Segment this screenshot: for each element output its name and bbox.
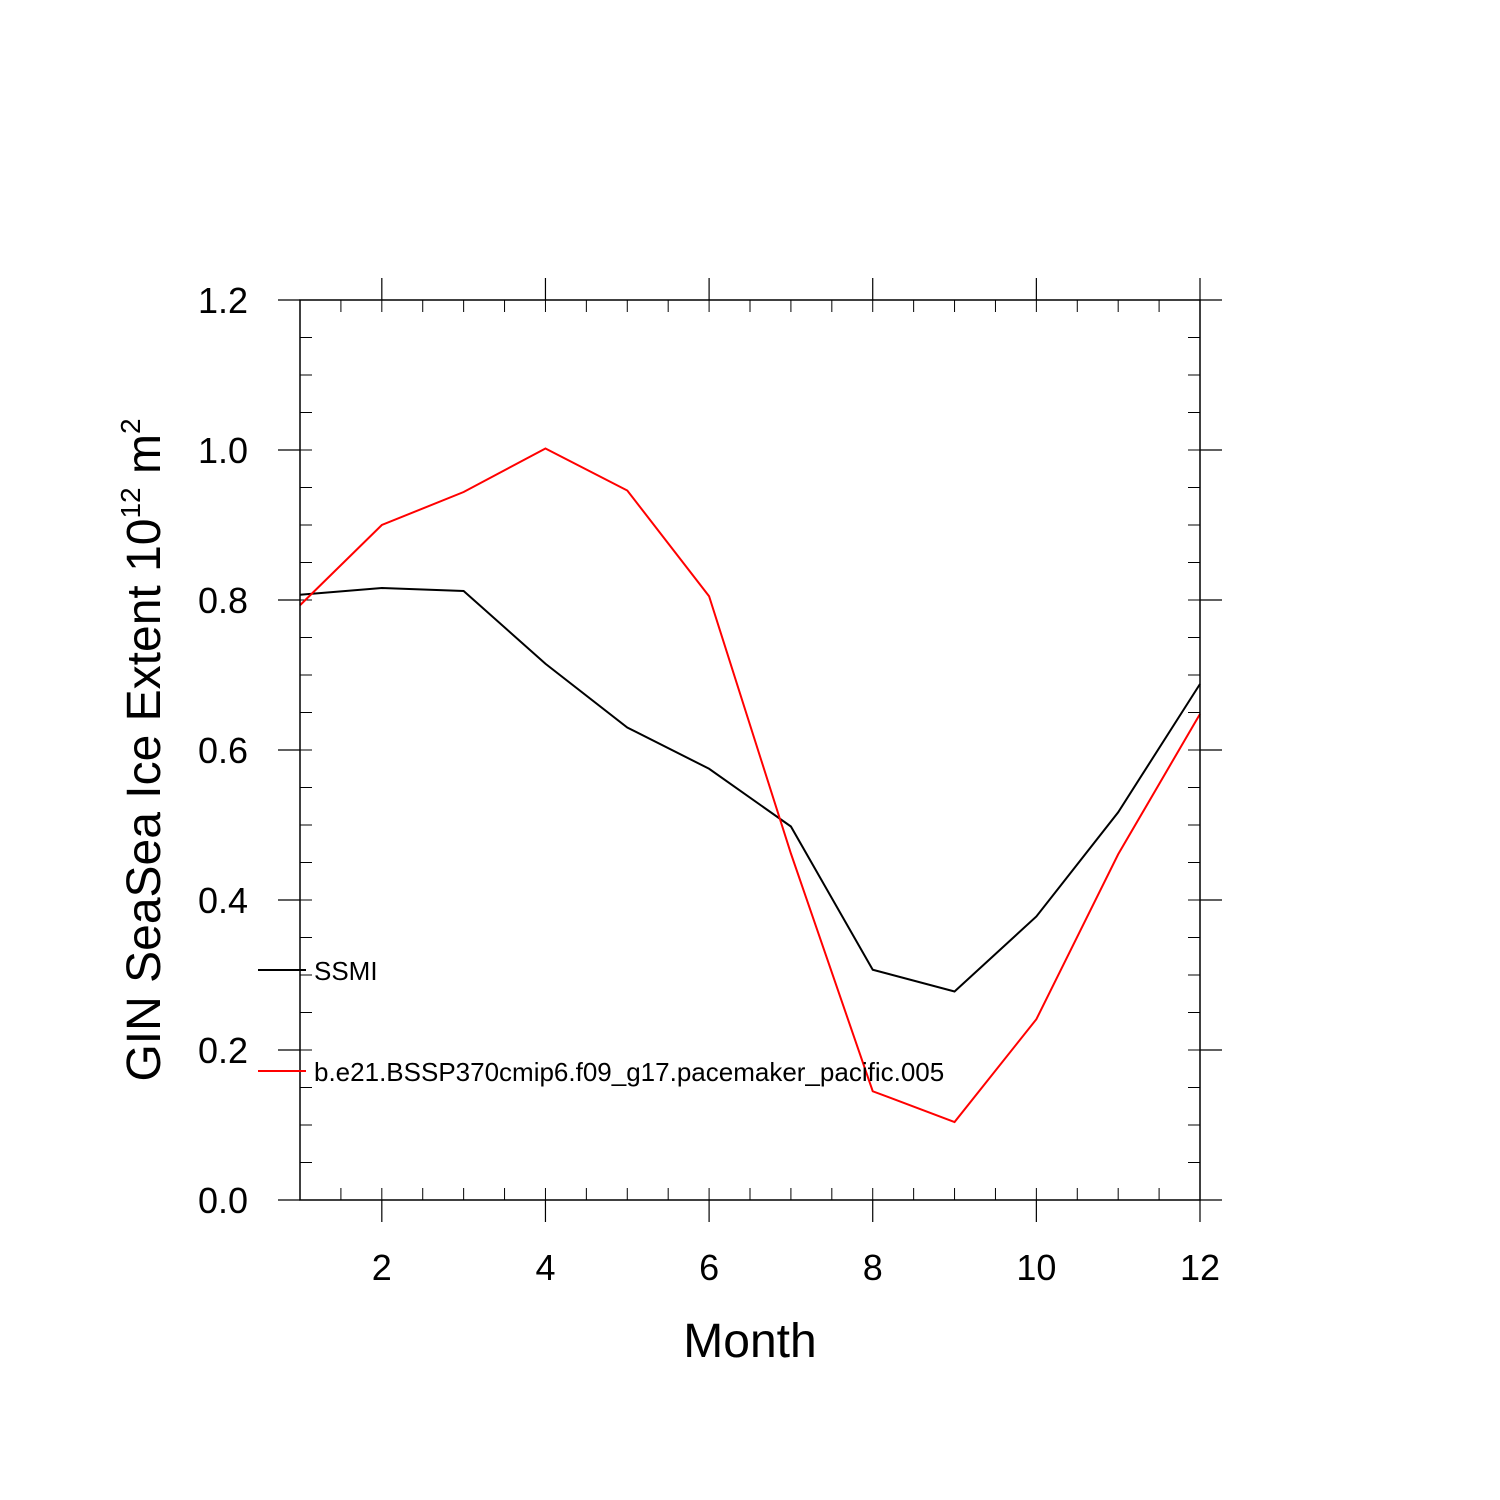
y-tick-label: 0.0 <box>198 1180 248 1221</box>
plot-frame <box>299 299 1201 1201</box>
x-tick-label: 12 <box>1180 1247 1220 1288</box>
series-line <box>299 447 1201 1124</box>
axis-ticks <box>278 278 1222 1222</box>
y-axis-title: GIN SeaSea Ice Extent 1012 m2 <box>115 418 171 1081</box>
y-tick-label: 1.2 <box>198 280 248 321</box>
x-tick-label: 6 <box>699 1247 719 1288</box>
legend-label: b.e21.BSSP370cmip6.f09_g17.pacemaker_pac… <box>314 1057 944 1087</box>
x-tick-label: 10 <box>1016 1247 1056 1288</box>
x-tick-label: 2 <box>372 1247 392 1288</box>
x-tick-label: 4 <box>535 1247 555 1288</box>
x-tick-label: 8 <box>863 1247 883 1288</box>
y-tick-label: 0.8 <box>198 580 248 621</box>
legend: SSMI b.e21.BSSP370cmip6.f09_g17.pacemaker… <box>258 956 944 1087</box>
series-line <box>299 586 1201 993</box>
x-axis-title: Month <box>683 1315 816 1368</box>
series-lines <box>299 447 1201 1124</box>
y-tick-label: 0.6 <box>198 730 248 771</box>
y-tick-label: 1.0 <box>198 430 248 471</box>
tick-labels: 0.0 0.2 0.4 0.6 0.8 1.0 1.2 2 4 6 8 10 12 <box>198 280 1220 1288</box>
legend-label: SSMI <box>314 956 378 986</box>
y-tick-label: 0.4 <box>198 880 248 921</box>
y-tick-label: 0.2 <box>198 1030 248 1071</box>
